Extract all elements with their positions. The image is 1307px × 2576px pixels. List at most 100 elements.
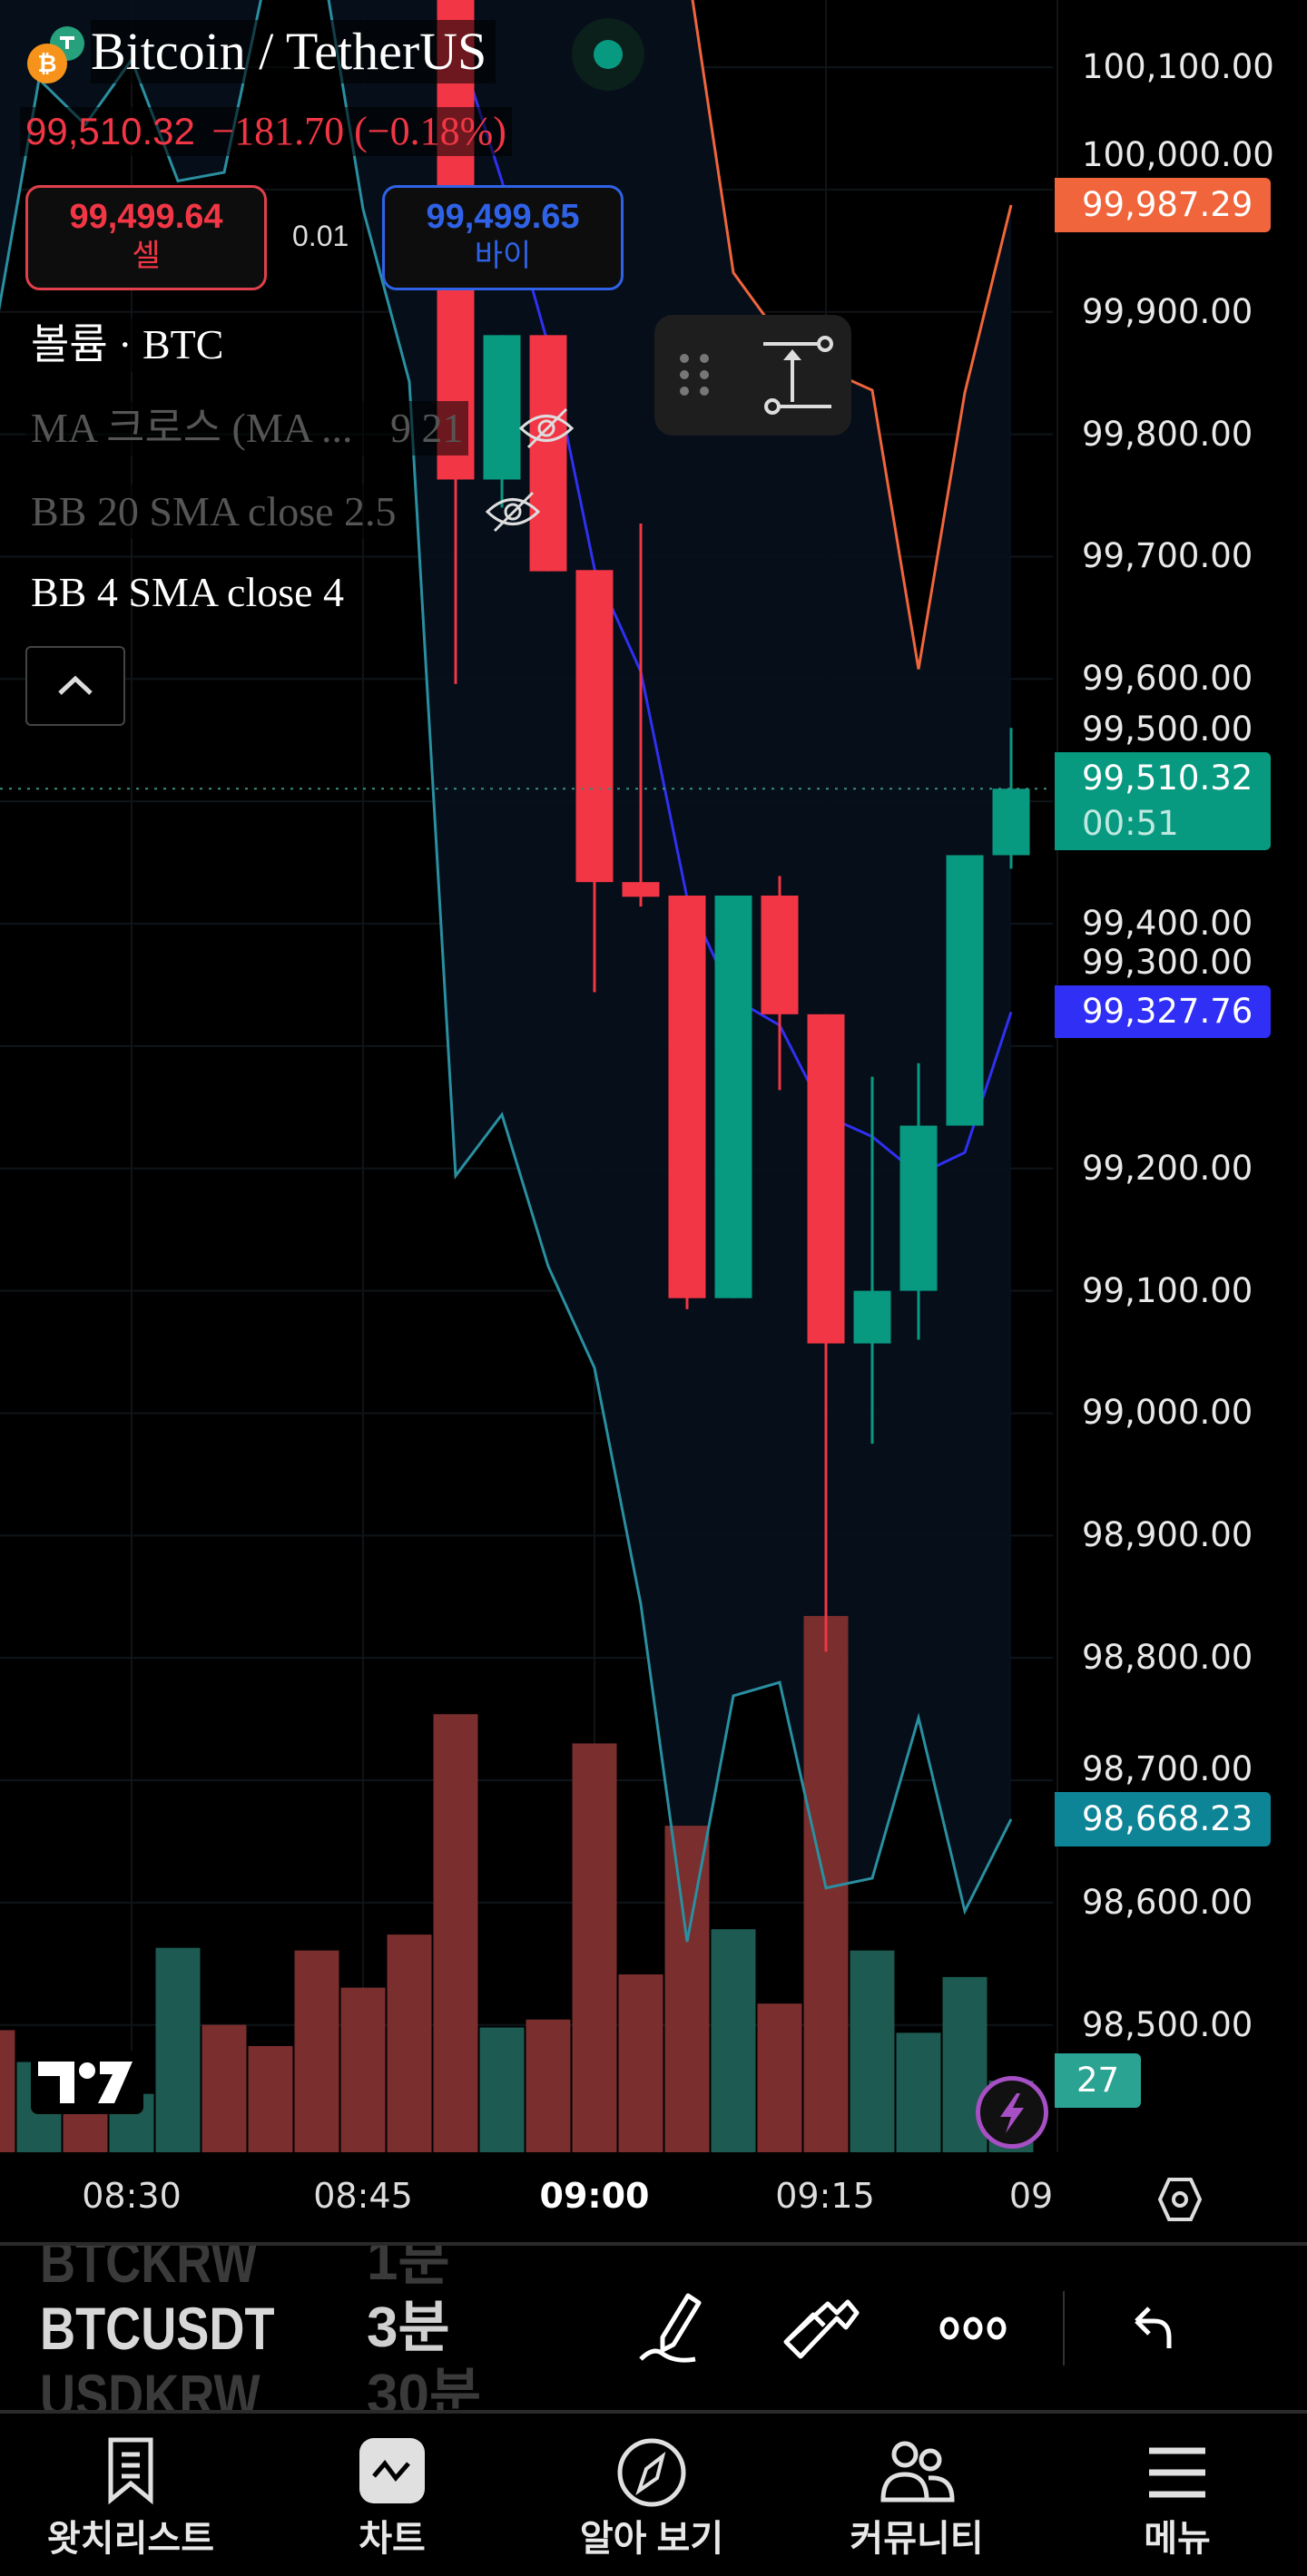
tag-value: 27 [1076, 2061, 1120, 2100]
symbol-option[interactable]: BTCKRW [40, 2246, 258, 2295]
candle-body [899, 1125, 938, 1291]
svg-text:₿: ₿ [37, 51, 56, 78]
volume-bar [201, 2024, 247, 2152]
pencil-draw-icon[interactable] [635, 2287, 708, 2368]
nav-chart[interactable]: 차트 [288, 2418, 496, 2572]
candle [714, 896, 752, 1298]
volume-bars [0, 1615, 1034, 2152]
drag-handle-icon[interactable] [663, 315, 718, 436]
time-label: 08:45 [313, 2176, 413, 2216]
chevron-up-icon [58, 675, 93, 695]
price-tick-label: 99,900.00 [1082, 291, 1253, 331]
indicator-volume[interactable]: 볼륨 · BTC [25, 318, 230, 372]
nav-label: 알아 보기 [579, 2519, 724, 2559]
candle [853, 1076, 891, 1445]
indicator-ma-cross[interactable]: MA 크로스 (MA ... 9 21 [25, 401, 469, 455]
candle-body [714, 896, 752, 1298]
interval-option[interactable]: 30분 [367, 2364, 482, 2412]
market-open-dot [594, 40, 623, 69]
bollinger-band-fill [0, 0, 1011, 1943]
price-tick-label: 98,900.00 [1082, 1515, 1253, 1555]
volume-bar [340, 1987, 386, 2152]
nav-label: 차트 [359, 2519, 426, 2559]
indicator-label: 볼륨 · BTC [31, 321, 224, 367]
price-summary: 99,510.32 −181.70 (−0.18%) [20, 107, 512, 156]
indicator-params: 9 21 [389, 405, 464, 451]
nav-menu[interactable]: 메뉴 [1073, 2418, 1282, 2572]
buy-button[interactable]: 99,499.65 바이 [382, 185, 624, 290]
price-tick-label: 99,300.00 [1082, 943, 1253, 983]
interval-option[interactable]: 1분 [367, 2246, 450, 2292]
indicator-label: BB 4 SMA close 4 [31, 569, 345, 615]
interval-option-selected[interactable]: 3분 [367, 2297, 450, 2359]
bar-countdown: 00:51 [1082, 804, 1179, 844]
volume-bar [757, 2003, 802, 2152]
symbol-option[interactable]: USDKRW [40, 2362, 260, 2412]
nav-community[interactable]: 커뮤니티 [812, 2418, 1021, 2572]
volume-bar [526, 2019, 571, 2152]
indicator-bb-4[interactable]: BB 4 SMA close 4 [25, 565, 349, 620]
bitcoin-coin-icon [27, 44, 67, 83]
candle [575, 570, 614, 993]
eye-slash-icon[interactable] [517, 406, 575, 451]
symbol-interval-picker[interactable]: BTCKRW BTCUSDT USDKRW 1분 3분 30분 [0, 2246, 563, 2412]
time-label: 08:30 [82, 2176, 182, 2216]
floating-measure-toolbar[interactable] [654, 315, 851, 436]
more-tools-icon[interactable] [937, 2310, 1009, 2346]
nav-label: 왓치리스트 [47, 2519, 214, 2559]
market-status-indicator[interactable] [572, 18, 644, 91]
symbol-option-selected[interactable]: BTCUSDT [40, 2295, 275, 2362]
price-tick-label: 98,600.00 [1082, 1882, 1253, 1922]
bb-basis-price-tag: 99,327.76 [1055, 985, 1271, 1039]
price-tick-label: 98,500.00 [1082, 2004, 1253, 2044]
chart-settings-icon[interactable] [1153, 2172, 1207, 2227]
watchlist-icon [108, 2437, 153, 2505]
nav-label: 메뉴 [1144, 2519, 1211, 2559]
symbol-title[interactable]: Bitcoin / TetherUS [91, 20, 496, 83]
trend-line-tools-icon[interactable] [781, 2291, 862, 2364]
candle-body [761, 896, 799, 1014]
time-label: 09:15 [775, 2176, 875, 2216]
quick-action-button[interactable] [976, 2076, 1048, 2149]
volume-bar [0, 2030, 15, 2152]
volume-bar [618, 1974, 663, 2152]
toolbar-divider [1063, 2291, 1065, 2365]
candle-body [529, 335, 567, 572]
candle-body [668, 896, 706, 1298]
price-tick-label: 100,000.00 [1082, 135, 1274, 174]
last-price: 99,510.32 [25, 110, 195, 152]
time-label: 09 [1008, 2176, 1054, 2216]
collapse-legend-button[interactable] [25, 646, 125, 726]
volume-bar [433, 1714, 478, 2152]
price-range-tool-icon[interactable] [754, 315, 845, 436]
candle [483, 335, 521, 508]
last-price-tag: 99,510.32 00:51 [1055, 752, 1271, 851]
indicator-bb-20[interactable]: BB 20 SMA close 2.5 [25, 485, 402, 539]
sell-button[interactable]: 99,499.64 셀 [25, 185, 267, 290]
volume-bar [387, 1934, 432, 2152]
candle [992, 728, 1030, 869]
volume-bar [155, 1947, 201, 2152]
tag-value: 99,327.76 [1082, 992, 1253, 1032]
buy-label: 바이 [474, 239, 532, 273]
candle-body [807, 1014, 845, 1344]
candle [622, 524, 660, 907]
volume-bar [664, 1826, 710, 2152]
nav-watchlist[interactable]: 왓치리스트 [26, 2418, 235, 2572]
candle [529, 335, 567, 572]
volume-bar [479, 2027, 525, 2152]
volume-bar [711, 1929, 756, 2152]
volume-bar [248, 2045, 293, 2152]
candle-body [575, 570, 614, 883]
eye-slash-icon[interactable] [484, 489, 542, 534]
lightning-icon [1000, 2093, 1024, 2133]
candle-body [853, 1290, 891, 1344]
candle-body [946, 855, 984, 1126]
nav-explore[interactable]: 알아 보기 [547, 2418, 756, 2572]
price-change: −181.70 (−0.18%) [211, 109, 506, 153]
indicator-label: MA 크로스 (MA ... [31, 405, 353, 451]
volume-bar [572, 1743, 617, 2152]
undo-icon[interactable] [1127, 2301, 1182, 2356]
tradingview-logo[interactable] [31, 2051, 143, 2114]
bb-upper-price-tag: 99,987.29 [1055, 178, 1271, 232]
